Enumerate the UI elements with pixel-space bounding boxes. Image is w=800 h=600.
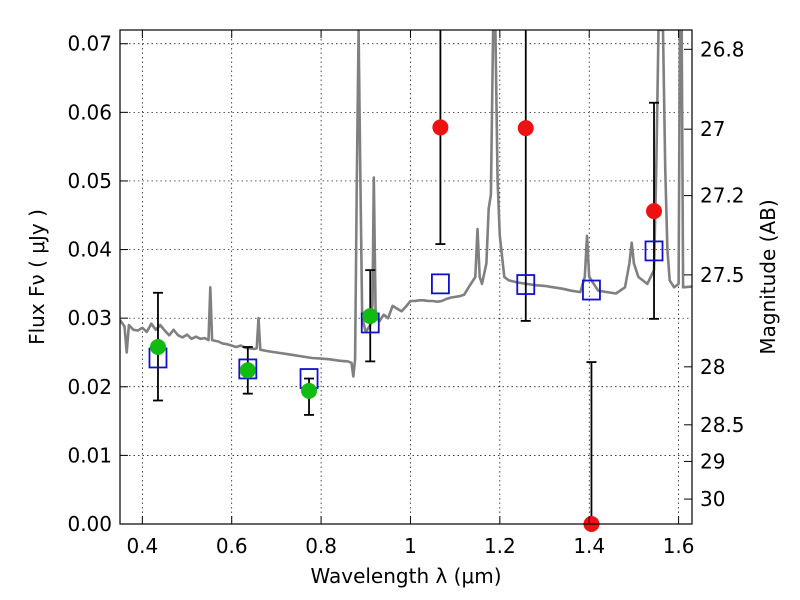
x-tick-label: 1.6 (663, 534, 695, 558)
tick-labels: 0.4 0.6 0.8 1 1.2 1.4 1.6 0.00 0.01 0.02 0.03 0.04 0… (67, 32, 744, 558)
detection-point (239, 362, 256, 379)
y-tick-label: 0.07 (67, 32, 112, 56)
x-tick-label: 1.2 (484, 534, 516, 558)
observed-photometry-layer (149, 119, 663, 532)
mag-tick-label: 26.8 (700, 37, 745, 61)
y-tick-label: 0.00 (67, 512, 112, 536)
mag-tick-label: 27.5 (700, 263, 745, 287)
non-detection-point (517, 120, 534, 137)
y-tick-label: 0.06 (67, 100, 112, 124)
y2-axis-label: Magnitude (AB) (756, 199, 780, 354)
non-detection-point (432, 119, 449, 136)
ticks (120, 30, 692, 525)
model-photometry-point (431, 273, 450, 295)
mag-tick-label: 28 (700, 355, 725, 379)
model-photometry-point (238, 358, 258, 380)
model-spectrum-layer (120, 30, 692, 378)
detection-point (301, 382, 318, 399)
model-photometry-point (644, 240, 664, 262)
y-tick-label: 0.01 (67, 443, 112, 467)
model-photometry-point (516, 274, 536, 295)
model-photometry-point (582, 279, 601, 301)
detection-point (149, 338, 166, 355)
mag-tick-label: 28.5 (700, 413, 745, 437)
y-tick-label: 0.04 (67, 238, 112, 262)
mag-tick-label: 29 (700, 449, 725, 473)
detection-point (362, 308, 379, 325)
x-tick-label: 1.4 (573, 534, 605, 558)
x-tick-label: 0.8 (305, 534, 337, 558)
model-photometry-layer (148, 240, 664, 389)
x-tick-label: 1 (404, 534, 417, 558)
y-tick-label: 0.02 (67, 375, 112, 399)
mag-tick-label: 27 (700, 117, 725, 141)
y-axis-label: Flux Fν ( μJy ) (25, 209, 49, 345)
plot-frame (119, 29, 693, 525)
x-axis-label: Wavelength λ (μm) (310, 564, 501, 588)
mag-tick-label: 27.2 (700, 184, 745, 208)
model-spectrum-line (120, 30, 692, 378)
x-tick-label: 0.4 (126, 534, 158, 558)
mag-tick-label: 30 (700, 487, 725, 511)
plot-area (120, 30, 692, 524)
x-tick-label: 0.6 (216, 534, 248, 558)
y-tick-label: 0.05 (67, 169, 112, 193)
non-detection-point (646, 203, 663, 220)
y-tick-label: 0.03 (67, 306, 112, 330)
